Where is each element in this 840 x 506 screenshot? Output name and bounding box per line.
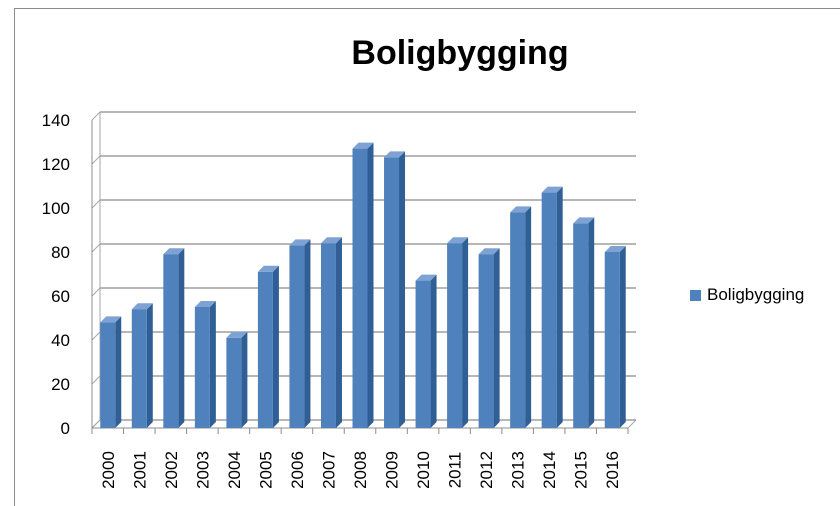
x-tick-label: 2007: [319, 451, 338, 489]
bar: [352, 148, 368, 428]
y-tick-label: 0: [61, 419, 70, 438]
x-tick-label: 2001: [130, 451, 149, 489]
bar: [447, 243, 463, 428]
bar-top: [352, 142, 374, 149]
bar-top: [573, 217, 595, 224]
bar: [573, 223, 589, 428]
bar: [320, 243, 336, 428]
gridline-side: [91, 243, 101, 253]
gridline-side: [91, 419, 101, 429]
bar-side: [399, 151, 406, 428]
gridline-side: [91, 375, 101, 385]
gridline-side: [91, 111, 101, 121]
bar: [478, 254, 494, 428]
bar: [289, 245, 305, 428]
bar-top: [100, 316, 122, 323]
bar-top: [289, 239, 311, 246]
bar-side: [272, 265, 279, 428]
bar-top: [604, 246, 626, 252]
bar-side: [146, 303, 153, 428]
x-tick-label: 2012: [477, 451, 496, 489]
bar-top: [257, 265, 279, 272]
bar: [384, 157, 400, 428]
y-tick-label: 80: [51, 243, 70, 262]
bar-top: [194, 301, 216, 307]
bar-side: [335, 237, 342, 428]
gridline-side: [91, 331, 101, 341]
legend: Boligbygging: [690, 285, 804, 305]
bar-top: [384, 151, 406, 158]
bar: [100, 322, 116, 428]
bar-side: [588, 217, 595, 428]
bar: [257, 271, 273, 428]
y-tick-label: 20: [51, 375, 70, 394]
floor-right-edge: [627, 419, 637, 429]
x-tick-label: 2009: [383, 451, 402, 489]
bar: [226, 337, 242, 428]
x-tick-label: 2013: [509, 451, 528, 489]
x-tick-label: 2006: [288, 451, 307, 489]
bar: [415, 280, 431, 428]
x-tick-label: 2003: [193, 451, 212, 489]
bar-top: [478, 248, 500, 255]
x-tick-label: 2004: [225, 451, 244, 489]
x-tick-label: 2015: [572, 451, 591, 489]
bar: [131, 309, 147, 428]
x-tick-label: 2014: [540, 451, 559, 489]
bar-side: [619, 246, 626, 428]
x-tick-label: 2008: [351, 451, 370, 489]
legend-label: Boligbygging: [707, 285, 805, 304]
bar-top: [226, 331, 248, 338]
chart-title: Boligbygging: [351, 34, 569, 72]
gridline-side: [91, 287, 101, 297]
bar-side: [241, 331, 248, 428]
bar-side: [462, 237, 469, 428]
gridline-side: [91, 199, 101, 209]
y-tick-label: 140: [42, 111, 70, 130]
x-tick-label: 2005: [256, 451, 275, 489]
bar-top: [131, 303, 153, 310]
bar-side: [367, 142, 374, 428]
x-tick-label: 2000: [99, 451, 118, 489]
bar-side: [493, 248, 500, 428]
x-tick-label: 2011: [446, 452, 465, 489]
bar: [194, 307, 210, 428]
bar-side: [115, 316, 122, 428]
x-tick-label: 2002: [162, 451, 181, 489]
y-tick-label: 100: [42, 199, 70, 218]
gridline-side: [91, 155, 101, 165]
bar-side: [430, 274, 437, 428]
y-tick-label: 60: [51, 287, 70, 306]
bar: [510, 212, 526, 428]
bar-top: [447, 237, 469, 244]
chart-frame: [14, 8, 840, 506]
bar-top: [541, 186, 563, 193]
bar-side: [525, 206, 532, 428]
bar: [163, 254, 179, 428]
bar: [541, 192, 557, 428]
x-tick-label: 2010: [414, 451, 433, 489]
bar-top: [320, 237, 342, 244]
bar-top: [415, 274, 437, 281]
bar-top: [510, 206, 532, 213]
bar-side: [304, 239, 311, 428]
x-tick-label: 2016: [603, 451, 622, 489]
bar-side: [178, 248, 185, 428]
bar-side: [556, 186, 563, 428]
y-tick-label: 120: [42, 155, 70, 174]
legend-swatch: [690, 289, 701, 301]
bar: [604, 252, 620, 428]
bar-top: [163, 248, 185, 255]
y-tick-label: 40: [51, 331, 70, 350]
bar-side: [209, 301, 216, 428]
